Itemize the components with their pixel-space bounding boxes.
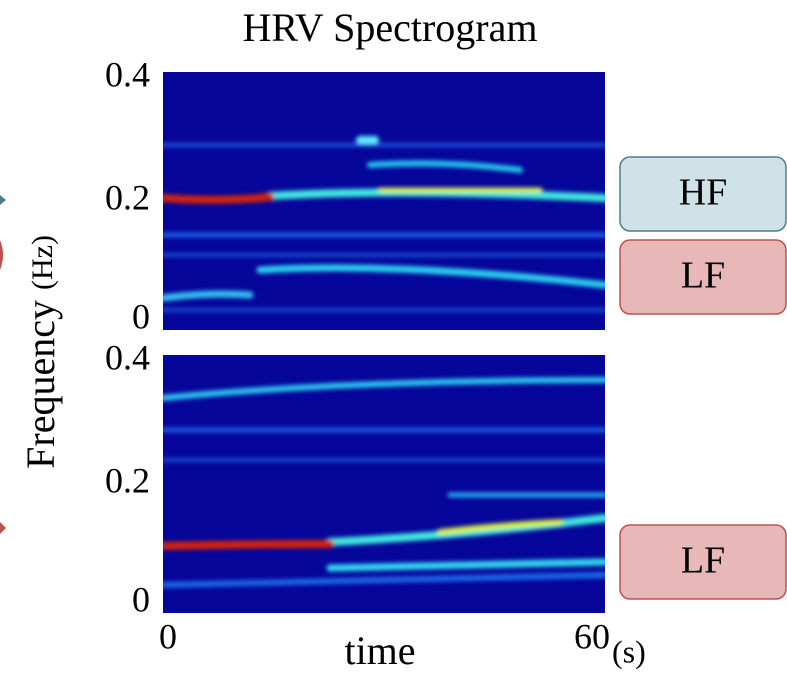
y-tick-label: 0.2 [105, 177, 150, 217]
spectrogram [163, 72, 605, 330]
y-tick-label: 0 [132, 296, 150, 336]
y-tick-label: 0.4 [105, 337, 150, 377]
y-label: Frequency [18, 300, 63, 469]
y-tick-label: 0.4 [105, 54, 150, 94]
y-tick-label: 0 [132, 579, 150, 619]
spectrogram [163, 355, 605, 613]
y-unit: (Hz) [26, 235, 59, 290]
arrow-fragment [0, 240, 3, 270]
band-label: HF [679, 172, 728, 214]
y-tick-label: 0.2 [105, 460, 150, 500]
y-axis-title: Frequency (Hz) [18, 235, 63, 469]
chart-title: HRV Spectrogram [243, 5, 538, 50]
x-tick-label: 0 [159, 616, 177, 656]
band-box [619, 239, 787, 315]
arrow-fragment [0, 195, 6, 205]
x-label: time [344, 628, 415, 673]
band-label: LF [681, 540, 725, 582]
band-label: LF [681, 255, 725, 297]
band-box [619, 156, 787, 232]
band-box [619, 524, 787, 600]
x-unit: (s) [612, 633, 646, 669]
x-tick-label: 60 [574, 616, 610, 656]
arrow-fragment [0, 522, 6, 534]
